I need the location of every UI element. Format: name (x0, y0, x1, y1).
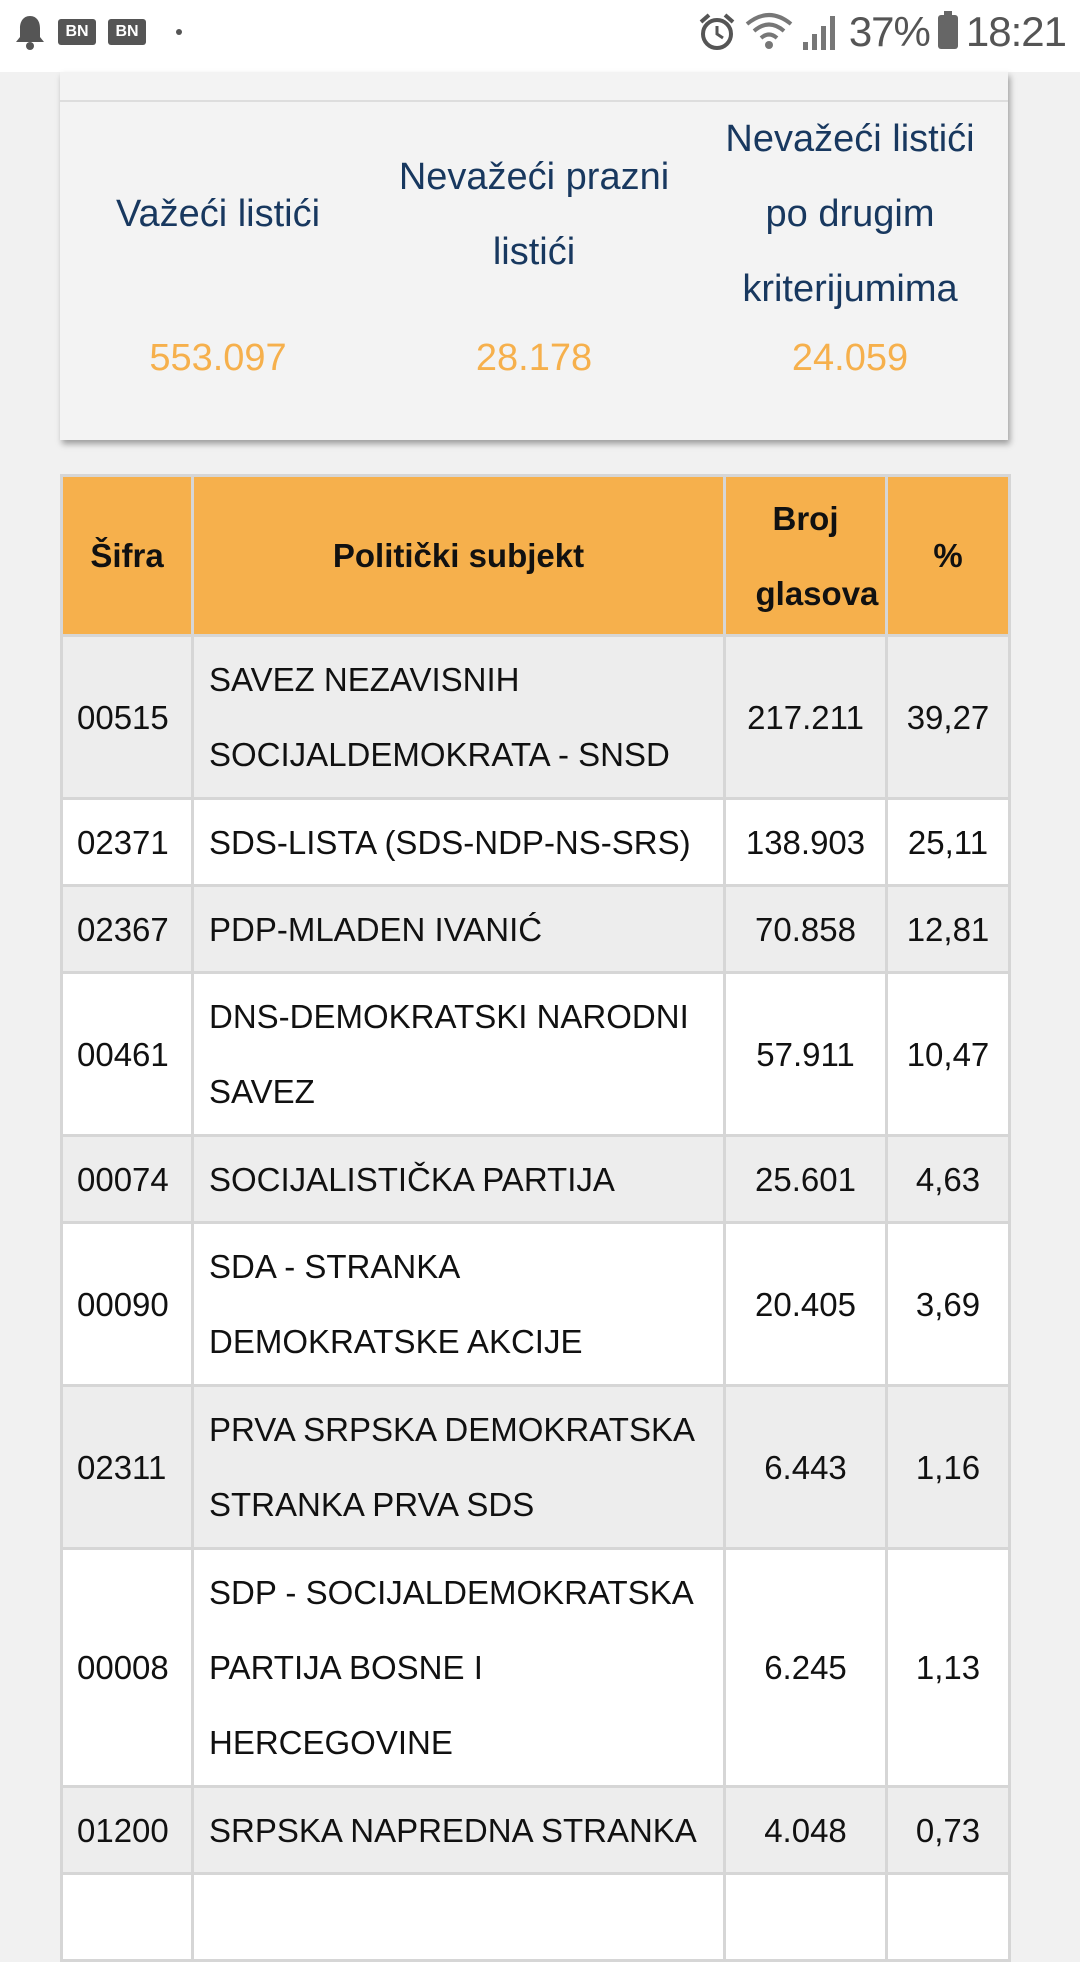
summary-label: Važeći listići (115, 193, 321, 235)
summary-value: 553.097 (149, 337, 287, 379)
bn-app-icon: BN (108, 19, 146, 45)
dot-icon (176, 29, 182, 35)
column-header-party: Politički subjekt (191, 474, 726, 637)
column-header-code: Šifra (60, 474, 194, 637)
party-name: SDS-LISTA (SDS-NDP-NS-SRS) (191, 797, 726, 887)
table-row: 00074 SOCIJALISTIČKA PARTIJA 25.601 4,63 (60, 1134, 1011, 1224)
table-row: 02367 PDP-MLADEN IVANIĆ 70.858 12,81 (60, 884, 1011, 974)
summary-invalid-other-ballots: Nevažeći listići po drugim kriterijumima… (692, 102, 1008, 380)
party-code: 01200 (60, 1785, 194, 1875)
party-name: SDA - STRANKA DEMOKRATSKE AKCIJE (191, 1221, 726, 1387)
party-name (191, 1872, 726, 1962)
party-code: 02367 (60, 884, 194, 974)
battery-icon (937, 11, 958, 49)
summary-value: 28.178 (475, 337, 593, 379)
party-name: PDP-MLADEN IVANIĆ (191, 884, 726, 974)
ballot-summary-card: Važeći listići 553.097 Nevažeći prazni l… (60, 72, 1008, 440)
summary-label: Nevažeći listići po drugim kriterijumima (725, 118, 975, 310)
party-name: PRVA SRPSKA DEMOKRATSKA STRANKA PRVA SDS (191, 1384, 726, 1550)
table-row: 00515 SAVEZ NEZAVISNIH SOCIJALDEMOKRATA … (60, 634, 1011, 800)
table-header-row: Šifra Politički subjekt Broj glasova % (60, 474, 1011, 637)
vote-percent: 3,69 (885, 1221, 1011, 1387)
party-name: SRPSKA NAPREDNA STRANKA (191, 1785, 726, 1875)
vote-percent: 4,63 (885, 1134, 1011, 1224)
column-header-votes: Broj glasova (723, 474, 888, 637)
party-name: SAVEZ NEZAVISNIH SOCIJALDEMOKRATA - SNSD (191, 634, 726, 800)
party-name: SDP - SOCIJALDEMOKRATSKA PARTIJA BOSNE I… (191, 1547, 726, 1788)
party-code: 00074 (60, 1134, 194, 1224)
bell-icon (16, 16, 44, 50)
vote-percent: 0,73 (885, 1785, 1011, 1875)
status-left-icons: BN BN (14, 14, 182, 50)
vote-count: 25.601 (723, 1134, 888, 1224)
party-code (60, 1872, 194, 1962)
vote-percent: 12,81 (885, 884, 1011, 974)
party-code: 00008 (60, 1547, 194, 1788)
wifi-icon (745, 13, 793, 49)
alarm-icon (699, 13, 735, 50)
column-header-percent: % (885, 474, 1011, 637)
vote-count: 4.048 (723, 1785, 888, 1875)
vote-count: 6.245 (723, 1547, 888, 1788)
vote-percent: 1,16 (885, 1384, 1011, 1550)
battery-percent: 37% (848, 8, 931, 55)
party-code: 00090 (60, 1221, 194, 1387)
results-table: Šifra Politički subjekt Broj glasova % 0… (60, 474, 1011, 1962)
bn-app-icon: BN (58, 19, 96, 45)
status-right-icons: 37% 18:21 (697, 8, 1067, 56)
table-row: 02371 SDS-LISTA (SDS-NDP-NS-SRS) 138.903… (60, 797, 1011, 887)
vote-count: 57.911 (723, 971, 888, 1137)
vote-count: 20.405 (723, 1221, 888, 1387)
vote-percent: 10,47 (885, 971, 1011, 1137)
vote-count: 138.903 (723, 797, 888, 887)
party-name: SOCIJALISTIČKA PARTIJA (191, 1134, 726, 1224)
summary-valid-ballots: Važeći listići 553.097 (60, 102, 376, 380)
vote-percent: 39,27 (885, 634, 1011, 800)
summary-divider (60, 100, 1008, 102)
party-name: DNS-DEMOKRATSKI NARODNI SAVEZ (191, 971, 726, 1137)
table-row-partial (60, 1872, 1011, 1962)
table-row: 00090 SDA - STRANKA DEMOKRATSKE AKCIJE 2… (60, 1221, 1011, 1387)
summary-label: Nevažeći prazni listići (398, 155, 670, 273)
party-code: 02371 (60, 797, 194, 887)
table-row: 00008 SDP - SOCIJALDEMOKRATSKA PARTIJA B… (60, 1547, 1011, 1788)
vote-percent (885, 1872, 1011, 1962)
vote-count: 217.211 (723, 634, 888, 800)
table-row: 01200 SRPSKA NAPREDNA STRANKA 4.048 0,73 (60, 1785, 1011, 1875)
table-row: 02311 PRVA SRPSKA DEMOKRATSKA STRANKA PR… (60, 1384, 1011, 1550)
party-code: 00515 (60, 634, 194, 800)
status-bar: BN BN 37% 18:21 (0, 0, 1080, 72)
table-row: 00461 DNS-DEMOKRATSKI NARODNI SAVEZ 57.9… (60, 971, 1011, 1137)
party-code: 02311 (60, 1384, 194, 1550)
vote-count: 6.443 (723, 1384, 888, 1550)
vote-count: 70.858 (723, 884, 888, 974)
vote-percent: 25,11 (885, 797, 1011, 887)
clock-time: 18:21 (965, 8, 1067, 55)
summary-invalid-empty-ballots: Nevažeći prazni listići 28.178 (376, 102, 692, 380)
vote-count (723, 1872, 888, 1962)
signal-icon (802, 16, 835, 50)
summary-value: 24.059 (791, 337, 909, 379)
party-code: 00461 (60, 971, 194, 1137)
vote-percent: 1,13 (885, 1547, 1011, 1788)
